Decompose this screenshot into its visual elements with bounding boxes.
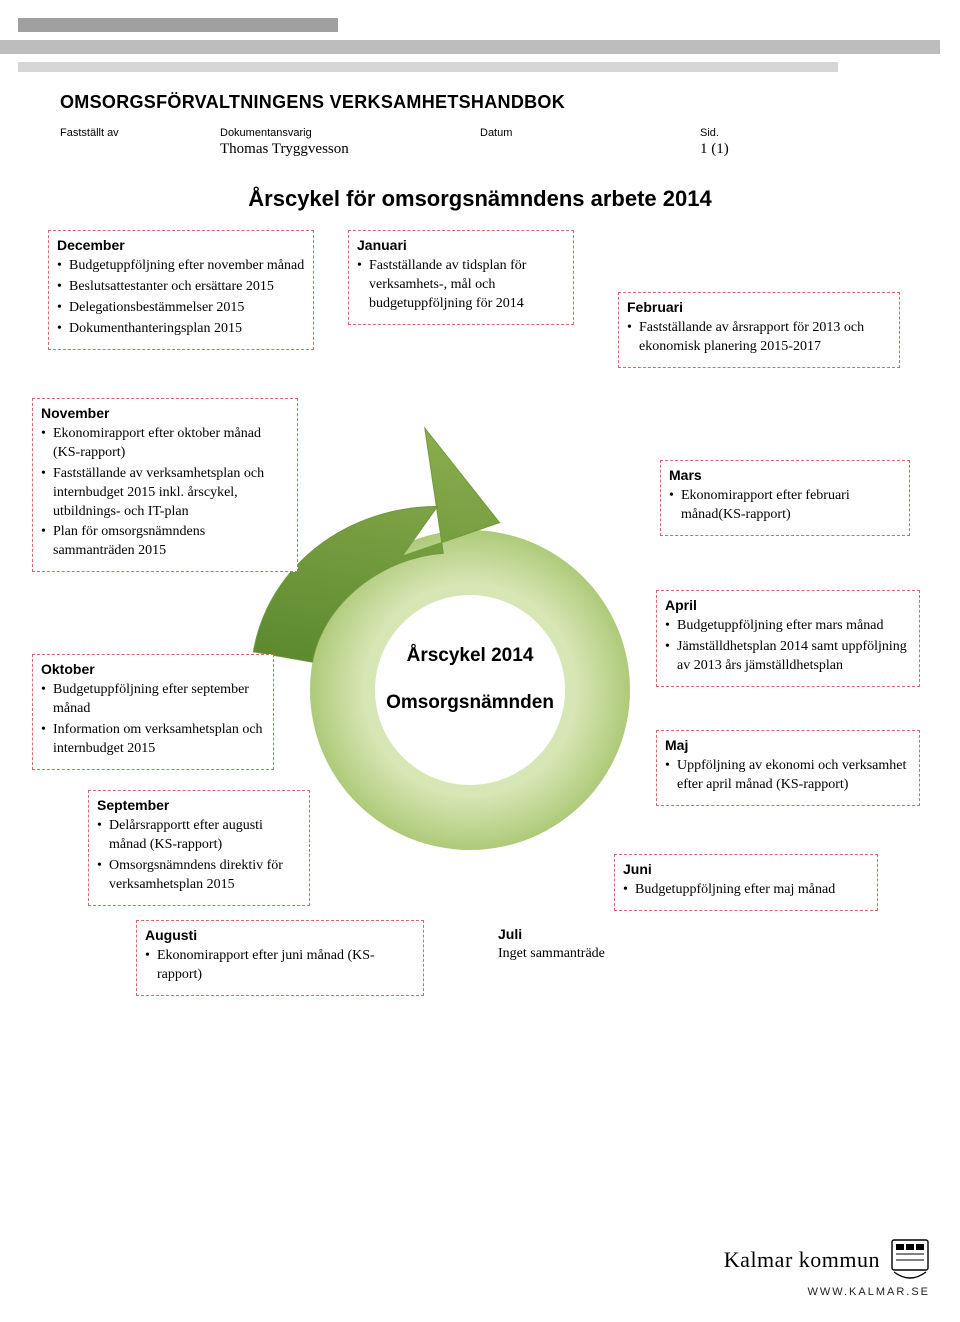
month-title: April <box>665 597 911 613</box>
month-items: Budgetuppföljning efter november månad Be… <box>57 257 305 339</box>
month-januari: Januari Fastställande av tidsplan för ver… <box>348 230 574 325</box>
month-text: Inget sammanträde <box>498 946 652 962</box>
month-item: Information om verksamhetsplan och inter… <box>41 721 265 759</box>
month-title: Augusti <box>145 927 415 943</box>
month-september: September Delårsrapportt efter augusti må… <box>88 790 310 906</box>
meta-val-datum <box>480 141 700 158</box>
month-item: Ekonomirapport efter februari månad(KS-r… <box>669 487 901 525</box>
month-title: Maj <box>665 737 911 753</box>
month-item: Budgetuppföljning efter mars månad <box>665 617 911 636</box>
month-items: Ekonomirapport efter februari månad(KS-r… <box>669 487 901 525</box>
meta-label-faststallt: Fastställt av <box>60 127 220 139</box>
meta-val-faststallt <box>60 141 220 158</box>
month-item: Uppföljning av ekonomi och verksamhet ef… <box>665 757 911 795</box>
month-items: Budgetuppföljning efter maj månad <box>623 881 869 900</box>
header-bar-1 <box>18 18 338 32</box>
month-items: Ekonomirapport efter juni månad (KS-rapp… <box>145 947 415 985</box>
header-bar-3 <box>18 62 838 72</box>
document-title: OMSORGSFÖRVALTNINGENS VERKSAMHETSHANDBOK <box>60 92 960 113</box>
month-december: December Budgetuppföljning efter november… <box>48 230 314 350</box>
header-bars <box>0 0 960 72</box>
month-item: Fastställande av tidsplan för verksamhet… <box>357 257 565 314</box>
month-title: Oktober <box>41 661 265 677</box>
ring-hole <box>375 595 565 785</box>
footer: Kalmar kommun WWW.KALMAR.SE <box>724 1238 930 1298</box>
meta-val-ansvarig: Thomas Tryggvesson <box>220 141 480 158</box>
month-items: Delårsrapportt efter augusti månad (KS-r… <box>97 817 301 895</box>
month-title: November <box>41 405 289 421</box>
month-item: Delårsrapportt efter augusti månad (KS-r… <box>97 817 301 855</box>
meta-val-sid: 1 (1) <box>700 141 820 158</box>
cycle-canvas: Årscykel 2014 Omsorgsnämnden December Bud… <box>0 230 960 1110</box>
month-items: Fastställande av årsrapport för 2013 och… <box>627 319 891 357</box>
kalmar-crest-icon <box>890 1238 930 1282</box>
month-title: Mars <box>669 467 901 483</box>
month-item: Beslutsattestanter och ersättare 2015 <box>57 278 305 297</box>
month-item: Omsorgsnämndens direktiv för verksamhets… <box>97 857 301 895</box>
meta-label-ansvarig: Dokumentansvarig <box>220 127 480 139</box>
month-item: Ekonomirapport efter juni månad (KS-rapp… <box>145 947 415 985</box>
cycle-center-line1: Årscykel 2014 <box>360 645 580 667</box>
month-november: November Ekonomirapport efter oktober mån… <box>32 398 298 572</box>
month-mars: Mars Ekonomirapport efter februari månad(… <box>660 460 910 536</box>
meta-values-row: Thomas Tryggvesson 1 (1) <box>60 139 960 158</box>
month-title: Juli <box>498 926 652 942</box>
footer-url: WWW.KALMAR.SE <box>724 1286 930 1298</box>
month-item: Budgetuppföljning efter september månad <box>41 681 265 719</box>
meta-label-sid: Sid. <box>700 127 820 139</box>
header-bar-2 <box>0 40 940 54</box>
month-items: Ekonomirapport efter oktober månad (KS-r… <box>41 425 289 561</box>
month-item: Plan för omsorgsnämndens sammanträden 20… <box>41 523 289 561</box>
month-item: Delegationsbestämmelser 2015 <box>57 299 305 318</box>
month-item: Fastställande av årsrapport för 2013 och… <box>627 319 891 357</box>
month-title: Februari <box>627 299 891 315</box>
meta-labels-row: Fastställt av Dokumentansvarig Datum Sid… <box>60 127 960 139</box>
month-title: Juni <box>623 861 869 877</box>
month-februari: Februari Fastställande av årsrapport för … <box>618 292 900 368</box>
month-item: Budgetuppföljning efter november månad <box>57 257 305 276</box>
month-juni: Juni Budgetuppföljning efter maj månad <box>614 854 878 911</box>
month-items: Uppföljning av ekonomi och verksamhet ef… <box>665 757 911 795</box>
footer-brand: Kalmar kommun <box>724 1247 880 1273</box>
month-item: Budgetuppföljning efter maj månad <box>623 881 869 900</box>
month-augusti: Augusti Ekonomirapport efter juni månad (… <box>136 920 424 996</box>
month-title: Januari <box>357 237 565 253</box>
page-title: Årscykel för omsorgsnämndens arbete 2014 <box>0 186 960 212</box>
month-item: Fastställande av verksamhetsplan och int… <box>41 465 289 522</box>
month-maj: Maj Uppföljning av ekonomi och verksamhet… <box>656 730 920 806</box>
month-item: Dokumenthanteringsplan 2015 <box>57 320 305 339</box>
month-items: Budgetuppföljning efter september månadI… <box>41 681 265 759</box>
month-title: December <box>57 237 305 253</box>
meta-label-datum: Datum <box>480 127 700 139</box>
month-item: Jämställdhetsplan 2014 samt uppföljning … <box>665 638 911 676</box>
month-item: Ekonomirapport efter oktober månad (KS-r… <box>41 425 289 463</box>
cycle-center-line2: Omsorgsnämnden <box>360 692 580 714</box>
month-items: Fastställande av tidsplan för verksamhet… <box>357 257 565 314</box>
month-oktober: Oktober Budgetuppföljning efter september… <box>32 654 274 770</box>
month-april: April Budgetuppföljning efter mars månad J… <box>656 590 920 687</box>
month-title: September <box>97 797 301 813</box>
month-items: Budgetuppföljning efter mars månad Jämstä… <box>665 617 911 676</box>
month-juli: Juli Inget sammanträde <box>490 920 660 970</box>
